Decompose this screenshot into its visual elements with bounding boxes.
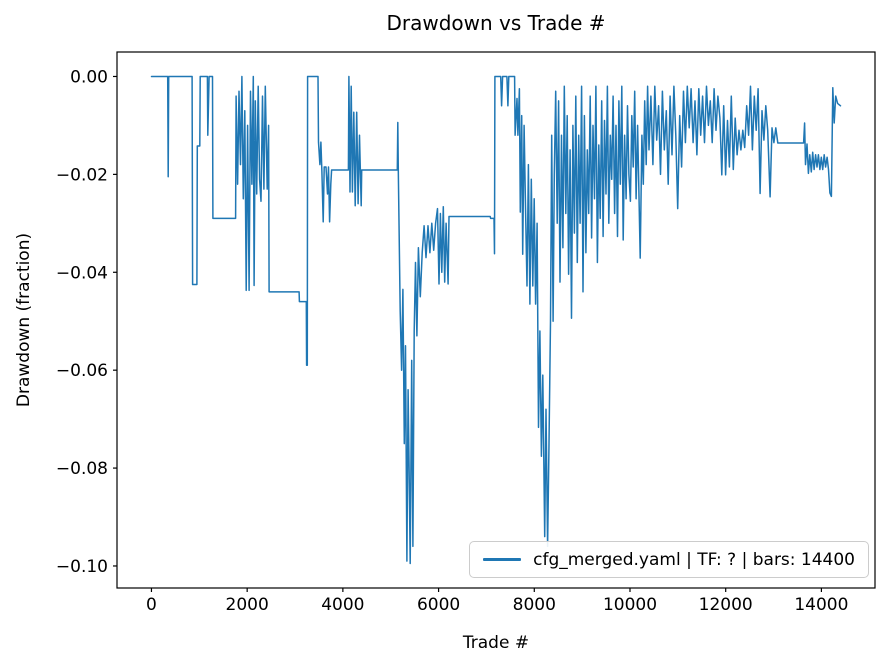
x-tick-label: 6000 (417, 595, 460, 615)
y-tick-label: −0.10 (56, 557, 108, 577)
x-tick-label: 0 (146, 595, 157, 615)
x-axis-label: Trade # (462, 633, 530, 653)
legend-label: cfg_merged.yaml | TF: ? | bars: 14400 (533, 549, 855, 570)
y-tick-label: 0.00 (70, 67, 108, 87)
legend: cfg_merged.yaml | TF: ? | bars: 14400 (469, 541, 869, 578)
drawdown-line (150, 75, 842, 565)
x-tick-label: 14000 (794, 595, 848, 615)
x-tick-label: 2000 (226, 595, 269, 615)
y-tick-label: −0.04 (56, 263, 108, 283)
x-tick-label: 12000 (699, 595, 753, 615)
x-tick-label: 4000 (321, 595, 364, 615)
x-tick-label: 10000 (603, 595, 657, 615)
y-tick-label: −0.02 (56, 165, 108, 185)
chart-title: Drawdown vs Trade # (386, 11, 606, 35)
y-tick-label: −0.06 (56, 361, 108, 381)
x-tick-label: 8000 (513, 595, 556, 615)
legend-line-sample (483, 558, 522, 561)
y-tick-label: −0.08 (56, 459, 108, 479)
axes-frame (116, 51, 876, 589)
